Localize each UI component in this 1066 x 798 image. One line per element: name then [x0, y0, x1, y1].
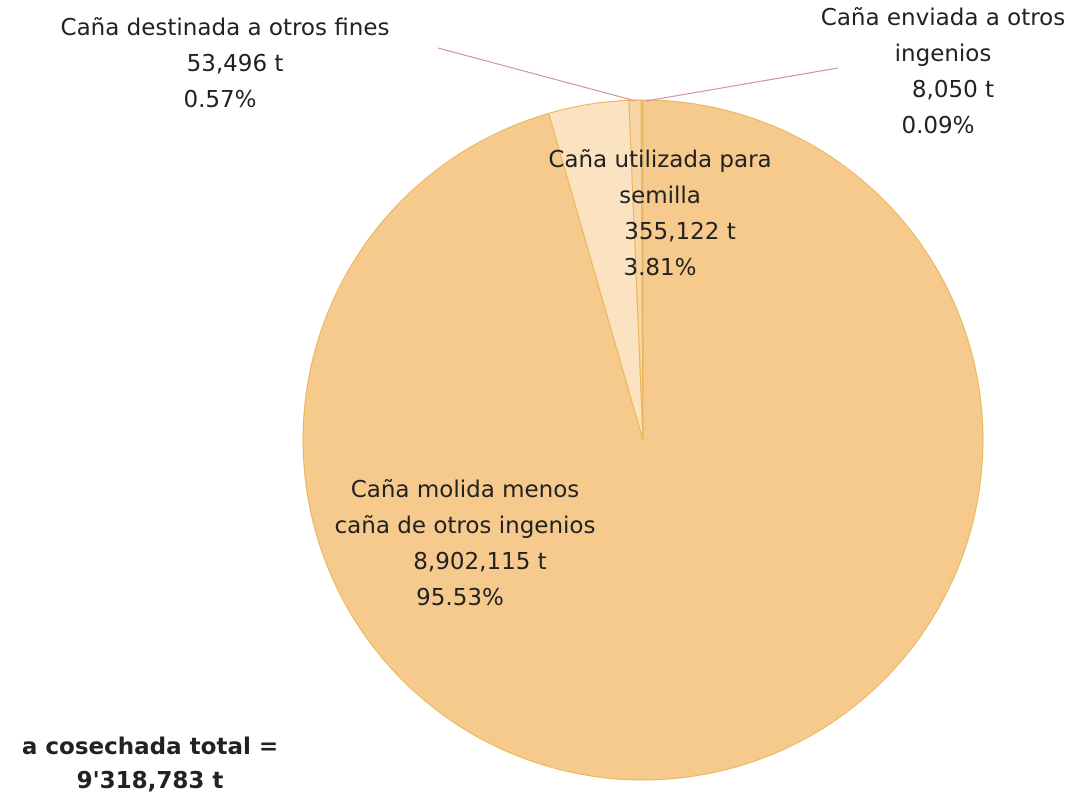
leader-line — [437, 47, 637, 102]
value-label: 8,902,115 t — [413, 549, 547, 575]
annotation-line: 9'318,783 t — [76, 768, 224, 794]
percent-label: 0.09% — [901, 113, 975, 139]
pie — [302, 99, 984, 781]
category-label: Caña utilizada para semilla — [548, 147, 772, 209]
annotation: a cosechada total = 9'318,783 t — [0, 730, 300, 798]
category-label: Caña molida menos caña de otros ingenios — [334, 477, 596, 539]
category-label: Caña enviada a otros ingenios — [820, 5, 1066, 67]
value-label: 53,496 t — [186, 51, 284, 77]
annotation-line: a cosechada total = — [21, 734, 279, 760]
percent-label: 95.53% — [416, 585, 504, 611]
value-label: 355,122 t — [624, 219, 736, 245]
category-label: Caña destinada a otros fines — [60, 15, 390, 41]
slice-label: Caña destinada a otros fines 53,496 t 0.… — [0, 10, 450, 118]
leader-line — [645, 67, 839, 102]
slice-label: Caña utilizada para semilla 355,122 t 3.… — [530, 142, 790, 286]
value-label: 8,050 t — [911, 77, 995, 103]
slice-label: Caña molida menos caña de otros ingenios… — [300, 472, 640, 616]
percent-label: 0.57% — [183, 87, 257, 113]
slice-label: Caña enviada a otros ingenios 8,050 t 0.… — [820, 0, 1066, 144]
pie-slice — [640, 99, 644, 441]
percent-label: 3.81% — [623, 255, 697, 281]
